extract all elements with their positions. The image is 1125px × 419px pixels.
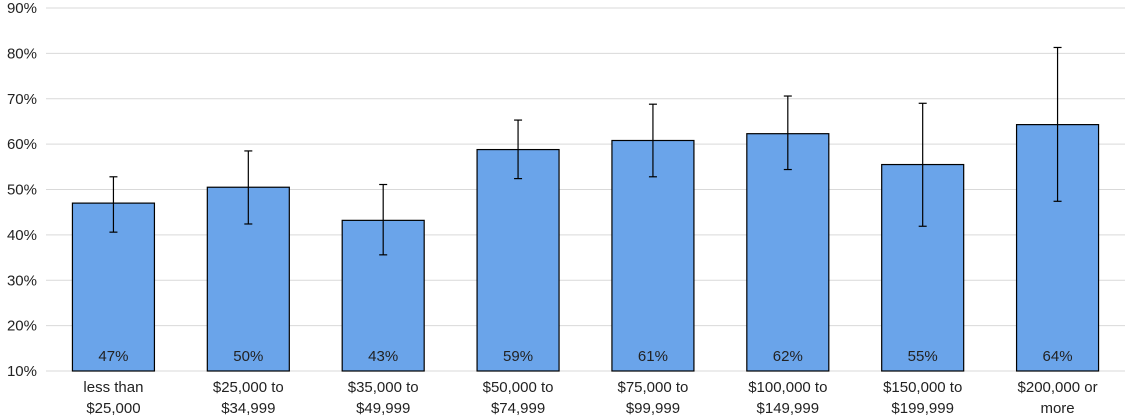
data-labels: 47% 50% 43% 59% 61% 62% 55% 64% xyxy=(98,348,1072,365)
x-axis-categories: less than $25,000 $25,000 to $34,999 $35,000… xyxy=(83,379,1097,417)
x-category-label-line: $50,000 to xyxy=(483,379,554,396)
x-category-label: $150,000 to $199,999 xyxy=(883,379,962,417)
x-category-label: $35,000 to $49,999 xyxy=(348,379,419,417)
error-bar xyxy=(783,95,792,171)
y-tick-label: 10% xyxy=(7,363,37,380)
y-tick-label: 80% xyxy=(7,45,37,62)
x-category-label-line: $99,999 xyxy=(626,400,680,417)
x-category-label: $75,000 to $99,999 xyxy=(617,379,688,417)
x-category-label: $200,000 or more xyxy=(1018,379,1098,417)
y-axis-ticks: 10% 20% 30% 40% 50% 60% 70% 80% 90% xyxy=(7,0,37,380)
x-category-label-line: $149,999 xyxy=(757,400,820,417)
error-bar xyxy=(1053,46,1062,202)
x-category-label-line: less than xyxy=(83,379,143,396)
x-category-label-line: $200,000 or xyxy=(1018,379,1098,396)
data-label: 61% xyxy=(638,348,668,365)
y-tick-label: 50% xyxy=(7,182,37,199)
error-bar xyxy=(514,119,523,180)
data-label: 55% xyxy=(908,348,938,365)
error-bars xyxy=(109,46,1062,256)
error-bar xyxy=(379,183,388,256)
y-tick-label: 60% xyxy=(7,136,37,153)
x-category-label-line: $75,000 to xyxy=(617,379,688,396)
data-label: 62% xyxy=(773,348,803,365)
y-tick-label: 40% xyxy=(7,227,37,244)
error-bar xyxy=(648,103,657,178)
x-category-label-line: $100,000 to xyxy=(748,379,827,396)
x-category-label-line: $49,999 xyxy=(356,400,410,417)
x-category-label: $25,000 to $34,999 xyxy=(213,379,284,417)
data-label: 47% xyxy=(98,348,128,365)
x-category-label-line: $35,000 to xyxy=(348,379,419,396)
y-tick-label: 20% xyxy=(7,318,37,335)
y-tick-label: 90% xyxy=(7,0,37,17)
x-category-label-line: $25,000 to xyxy=(213,379,284,396)
error-bar xyxy=(244,150,253,225)
x-category-label-line: $150,000 to xyxy=(883,379,962,396)
y-tick-label: 70% xyxy=(7,91,37,108)
bar xyxy=(611,139,695,372)
data-label: 50% xyxy=(233,348,263,365)
bar xyxy=(746,133,830,372)
error-bar xyxy=(918,102,927,227)
data-label: 64% xyxy=(1043,348,1073,365)
data-label: 59% xyxy=(503,348,533,365)
y-tick-label: 30% xyxy=(7,272,37,289)
data-label: 43% xyxy=(368,348,398,365)
x-category-label-line: $199,999 xyxy=(891,400,954,417)
x-category-label: $100,000 to $149,999 xyxy=(748,379,827,417)
bars xyxy=(71,124,1100,372)
x-category-label: $50,000 to $74,999 xyxy=(483,379,554,417)
x-category-label-line: $25,000 xyxy=(86,400,140,417)
x-category-label-line: $34,999 xyxy=(221,400,275,417)
bar xyxy=(476,148,560,372)
x-category-label-line: more xyxy=(1040,400,1074,417)
x-category-label: less than $25,000 xyxy=(83,379,143,417)
x-category-label-line: $74,999 xyxy=(491,400,545,417)
error-bar xyxy=(109,176,118,233)
